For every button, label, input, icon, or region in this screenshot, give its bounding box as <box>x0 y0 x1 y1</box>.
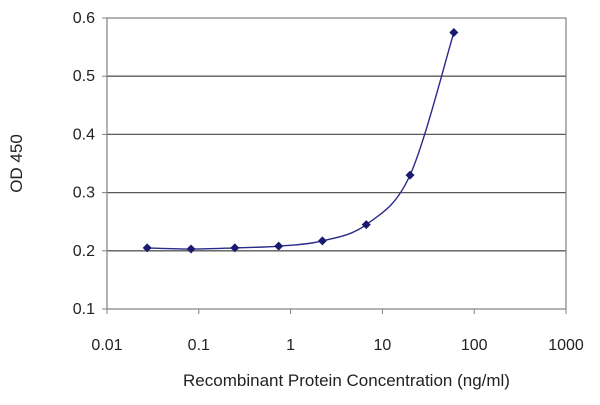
data-point <box>230 243 240 253</box>
y-tick-label: 0.5 <box>73 68 95 85</box>
plot-frame <box>106 17 567 310</box>
x-tick-label: 0.1 <box>188 337 210 354</box>
series-line <box>147 32 455 250</box>
x-tick-label: 100 <box>461 337 488 354</box>
x-tick-label: 10 <box>374 337 392 354</box>
data-point <box>142 243 152 253</box>
y-tick-label: 0.6 <box>73 10 95 27</box>
data-point <box>449 28 459 38</box>
x-tick-label: 1 <box>286 337 295 354</box>
x-axis-title: Recombinant Protein Concentration (ng/ml… <box>183 371 510 390</box>
data-point <box>186 244 196 254</box>
x-tick-label: 1000 <box>548 337 584 354</box>
y-axis-title: OD 450 <box>7 134 26 193</box>
x-axis-ticks: 0.01 0.1 1 10 100 1000 <box>91 309 584 354</box>
y-tick-label: 0.1 <box>73 301 95 318</box>
data-point <box>405 170 415 180</box>
y-tick-label: 0.4 <box>73 126 95 143</box>
data-point <box>361 220 371 230</box>
plot-area <box>107 18 566 309</box>
grid-lines <box>107 75 566 252</box>
data-point <box>274 241 284 251</box>
y-tick-label: 0.3 <box>73 185 95 202</box>
y-tick-label: 0.2 <box>73 243 95 260</box>
y-axis-ticks: 0.1 0.2 0.3 0.4 0.5 0.6 <box>73 10 107 318</box>
data-point <box>317 236 327 246</box>
x-tick-label: 0.01 <box>91 337 122 354</box>
series-layer <box>142 28 459 254</box>
